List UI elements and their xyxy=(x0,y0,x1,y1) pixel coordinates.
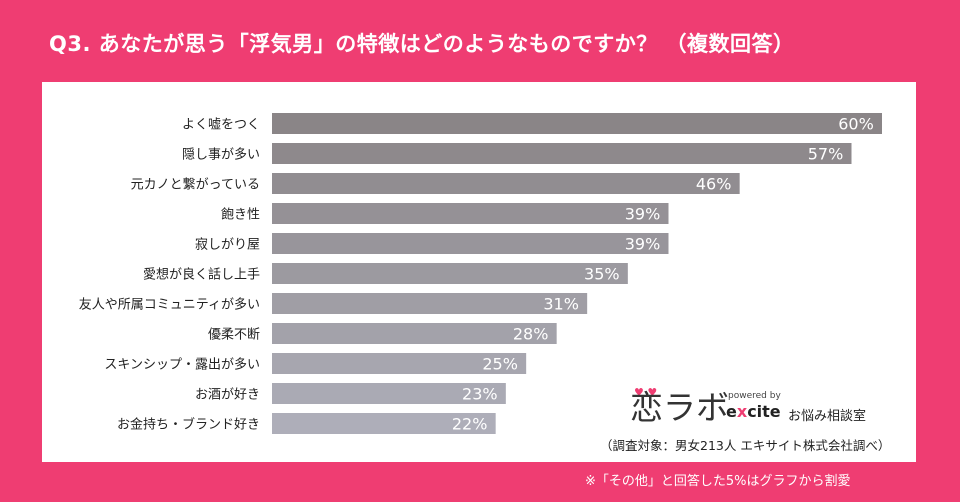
category-label: 飽き性 xyxy=(221,208,260,223)
bar-2 xyxy=(272,143,852,164)
category-label: お酒が好き xyxy=(195,388,260,403)
value-label: 22% xyxy=(452,415,488,434)
logo-main-text: 恋ラボ xyxy=(630,388,729,427)
category-label: 愛想が良く話し上手 xyxy=(143,267,260,283)
bar-10 xyxy=(272,383,506,404)
logo-powered-by: powered by xyxy=(728,391,781,401)
category-label: 友人や所属コミュニティが多い xyxy=(79,297,260,313)
excite-logo-post: cite xyxy=(747,402,781,421)
value-label: 39% xyxy=(625,235,661,254)
category-label: 元カノと繋がっている xyxy=(131,177,260,193)
koi-labo-logo: ♥ ♥ 恋ラボ powered by excite お悩み相談室 xyxy=(630,386,890,432)
category-label: 隠し事が多い xyxy=(182,147,260,163)
value-label: 46% xyxy=(696,175,732,194)
bar-chart: よく嘘をつく 60% 隠し事が多い 57% 元カノと繋がっている 46% 飽き性 39% 寂しが… xyxy=(79,113,882,434)
category-label: お金持ち・ブランド好き xyxy=(117,417,260,433)
footnote: ※「その他」と回答した5%はグラフから割愛 xyxy=(585,474,851,489)
heart-icon: ♥ ♥ xyxy=(634,386,658,399)
category-label: スキンシップ・露出が多い xyxy=(104,357,260,373)
excite-logo: excite xyxy=(726,402,781,421)
category-label: よく嘘をつく xyxy=(182,118,260,133)
logo-subtitle: お悩み相談室 xyxy=(788,409,867,424)
excite-logo-x: x xyxy=(736,402,748,421)
value-label: 23% xyxy=(462,385,498,404)
bar-7 xyxy=(272,293,588,314)
bar-3 xyxy=(272,173,740,194)
bar-9 xyxy=(272,353,527,374)
survey-source: （調査対象：男女213人 エキサイト株式会社調べ） xyxy=(600,438,891,453)
bar-6 xyxy=(272,263,628,284)
bar-11 xyxy=(272,413,496,434)
value-label: 60% xyxy=(838,115,874,134)
value-label: 31% xyxy=(543,295,579,314)
value-label: 35% xyxy=(584,265,620,284)
chart-title: Q3. あなたが思う「浮気男」の特徴はどのようなものですか？ （複数回答） xyxy=(49,32,795,56)
bar-1 xyxy=(272,113,882,134)
bar-8 xyxy=(272,323,557,344)
chart-panel: よく嘘をつく 60% 隠し事が多い 57% 元カノと繋がっている 46% 飽き性 39% 寂しが… xyxy=(42,82,916,462)
category-label: 優柔不断 xyxy=(208,328,260,343)
value-label: 57% xyxy=(808,145,844,164)
category-label: 寂しがり屋 xyxy=(195,237,260,253)
bar-4 xyxy=(272,203,669,224)
value-label: 25% xyxy=(482,355,518,374)
bar-5 xyxy=(272,233,669,254)
value-label: 39% xyxy=(625,205,661,224)
excite-logo-pre: e xyxy=(726,402,737,421)
value-label: 28% xyxy=(513,325,549,344)
